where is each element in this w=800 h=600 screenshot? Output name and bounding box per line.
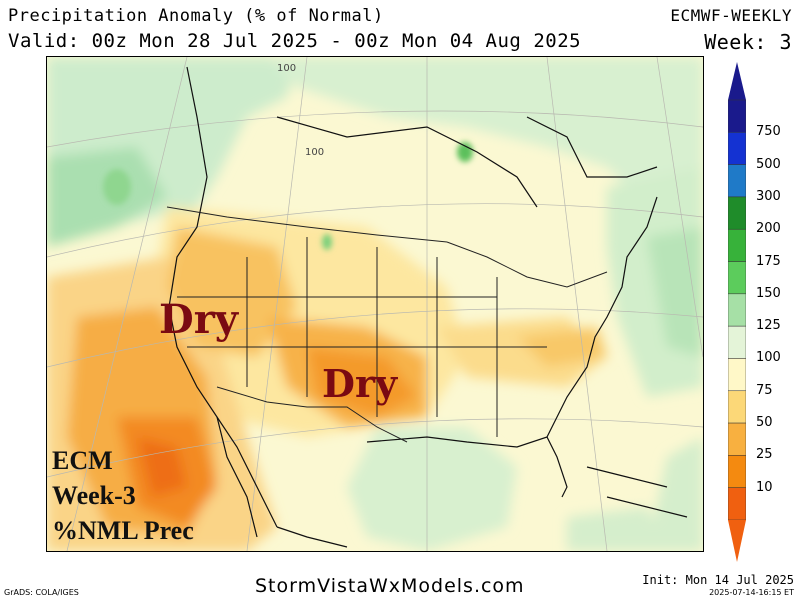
colorbar-box: [728, 196, 746, 230]
colorbar-label: 25: [756, 447, 773, 463]
borders: [166, 206, 608, 443]
contour-label: 100: [305, 147, 324, 158]
colorbar-box: [728, 228, 746, 262]
colorbar-bottom-arrow: [728, 520, 746, 562]
grads-credit: GrADS: COLA/IGES: [4, 588, 79, 597]
colorbar-label: 300: [756, 188, 781, 204]
colorbar-label: 175: [756, 253, 781, 269]
map-label-line: ECM: [52, 446, 113, 475]
colorbar-top-arrow: [728, 62, 746, 100]
colorbar-label: 10: [756, 479, 773, 495]
valid-period: Valid: 00z Mon 28 Jul 2025 - 00z Mon 04 …: [8, 30, 582, 52]
anomaly-map: 100 100 Dry Dry: [46, 56, 704, 552]
contour-label: 100: [277, 63, 296, 74]
colorbar-label: 150: [756, 285, 781, 301]
colorbar-label: 500: [756, 156, 781, 172]
colorbar-box: [728, 487, 746, 521]
colorbar: [728, 62, 746, 562]
map-canvas: 100 100 Dry Dry: [47, 57, 703, 551]
colorbar-label: 750: [756, 124, 781, 140]
colorbar-box: [728, 455, 746, 488]
dry-annotation-west: Dry: [159, 296, 240, 343]
colorbar-label: 125: [756, 318, 781, 334]
colorbar-box: [728, 261, 746, 295]
colorbar-box: [728, 390, 746, 424]
colorbar-box: [728, 293, 746, 327]
colorbar-box: [728, 325, 746, 359]
site-name: StormVistaWxModels.com: [255, 575, 525, 597]
chart-title: Precipitation Anomaly (% of Normal): [8, 6, 384, 26]
model-name: ECMWF-WEEKLY: [670, 6, 792, 25]
forecast-week: Week: 3: [704, 30, 792, 54]
timestamp: 2025-07-14-16:15 ET: [709, 588, 794, 597]
colorbar-label: 100: [756, 350, 781, 366]
colorbar-label: 50: [756, 415, 773, 431]
colorbar-box: [728, 422, 746, 456]
colorbar-label: 200: [756, 221, 781, 237]
colorbar-boxes: [728, 99, 746, 521]
wet-spots: [103, 142, 473, 250]
colorbar-box: [728, 164, 746, 198]
graticule: [47, 57, 703, 551]
init-time: Init: Mon 14 Jul 2025: [642, 573, 794, 587]
coastlines: [168, 66, 688, 548]
colorbar-box: [728, 132, 746, 165]
map-label-line: Week-3: [52, 481, 136, 510]
colorbar-box: [728, 358, 746, 392]
colorbar-label: 75: [756, 382, 773, 398]
dry-annotation-central: Dry: [322, 361, 398, 406]
colorbar-box: [728, 99, 746, 133]
map-label-line: %NML Prec: [52, 516, 194, 545]
